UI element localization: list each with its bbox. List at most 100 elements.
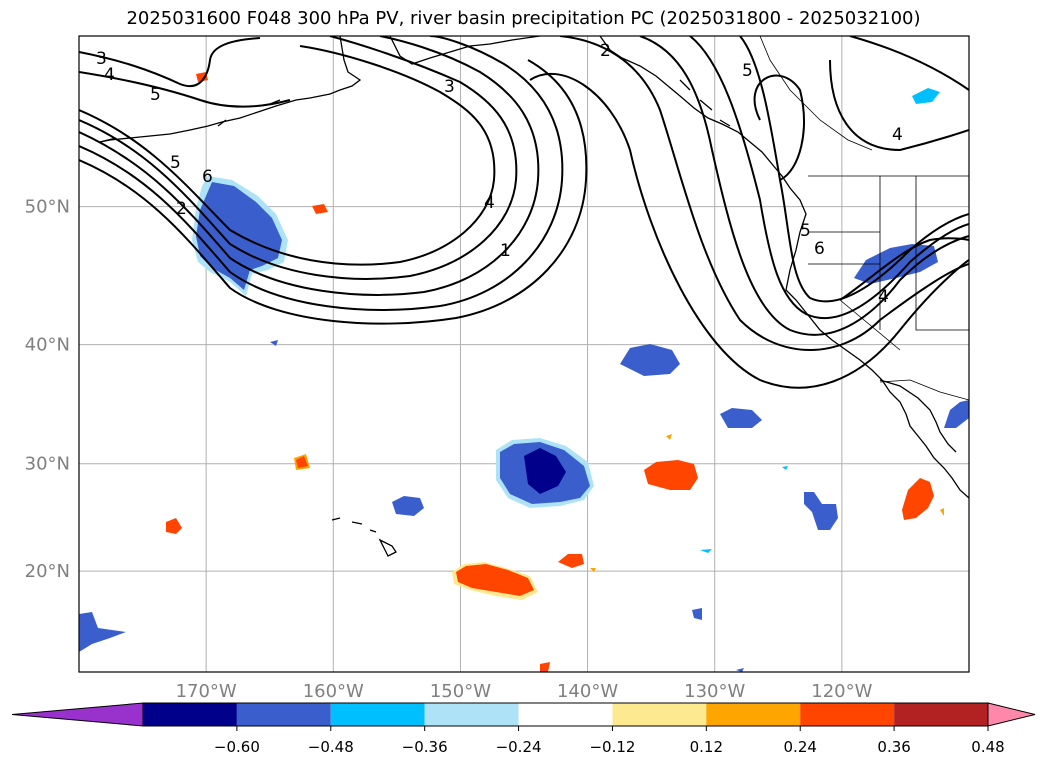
pv-contour [753,74,805,181]
lon-tick-label: 140°W [557,681,618,702]
colorbar-segment [612,703,707,726]
colorbar-tick-label: 0.12 [690,738,723,756]
precip-negative-area [620,344,680,376]
colorbar-tick-label: 0.48 [971,738,1004,756]
pv-contour [849,36,969,91]
map-title: 2025031600 F048 300 hPa PV, river basin … [126,8,921,29]
axis-tick-labels: 170°W 160°W 150°W 140°W 130°W 120°W 20°N 30°N 40… [25,197,873,702]
precip-positive-area [902,478,934,520]
border-states [808,176,969,351]
contour-label: 5 [742,61,753,81]
colorbar-extend-low [11,702,144,727]
precip-negative-area [736,668,744,672]
colorbar-tick-label: 0.36 [877,738,910,756]
lon-tick-label: 170°W [176,681,237,702]
pv-contour-labels: 3 4 5 5 6 2 1 4 3 2 5 4 5 6 4 [96,41,903,307]
map-frame [78,35,970,673]
contour-label: 5 [150,85,161,105]
pv-contour [79,71,291,108]
contour-label: 1 [500,241,511,261]
pv-contour [829,59,969,152]
pv-contour [639,36,969,336]
precip-positive-area [644,460,698,490]
contour-label: 2 [176,199,187,219]
contour-label: 2 [600,41,611,61]
contour-label: 6 [202,167,213,187]
contour-label: 3 [96,49,107,69]
hawaii-islands [331,517,397,557]
contour-label: 5 [170,153,181,173]
lon-tick-label: 120°W [811,681,872,702]
colorbar-tick-label: −0.48 [308,738,354,756]
colorbar-outline [142,702,989,727]
precip-positive-area [540,662,550,672]
colorbar-tick-label: −0.24 [496,738,542,756]
precip-positive-area [558,554,584,568]
colorbar-segment [143,703,237,726]
precip-positive-area [456,564,534,596]
pv-contour [529,72,969,389]
pv-contour [79,37,261,87]
precip-positive-area [590,568,596,572]
precip-positive-area [666,434,672,440]
colorbar-tick-label: −0.12 [589,738,635,756]
precip-positive-area [296,456,308,468]
precip-negative-area [79,612,126,652]
precip-negative-core [524,448,566,494]
precip-negative-area [804,492,838,530]
pv-contour [79,45,496,266]
contour-label: 4 [892,125,903,145]
contour-label: 5 [800,221,811,241]
colorbar-segment [424,703,519,726]
precip-negative-area [782,466,788,470]
colorbar-tick-label: 0.24 [784,738,817,756]
precip-negative-area [720,408,762,428]
pv-contour [79,59,588,325]
border-us-mexico [879,379,969,401]
precip-positive-area [196,72,208,82]
pv-contour [79,36,540,296]
precip-negative-area [270,340,278,346]
colorbar-segment [800,703,895,726]
precip-positive-area [166,518,182,534]
pv-contour [739,36,969,303]
pv-contours [79,36,969,389]
precip-negative-area [700,549,712,553]
political-borders [759,36,969,401]
lat-tick-label: 20°N [25,561,70,582]
pv-contour [79,36,518,280]
precip-positive-area [940,508,944,516]
colorbar-segment [330,703,425,726]
colorbar-segment [706,703,801,726]
precip-negative-area [912,88,940,104]
colorbar-tick-label: −0.60 [214,738,260,756]
precip-negative-area [692,608,702,620]
colorbar-segment [894,703,988,726]
colorbar: −0.60 −0.48 −0.36 −0.24 −0.12 0.12 0.24 0.36 0.4… [11,702,1036,756]
contour-label: 4 [484,193,495,213]
pv-contour [689,36,969,320]
pv-contour [79,36,564,311]
pv-contour [559,36,969,351]
pv-contour [839,237,969,301]
contour-label: 4 [878,287,889,307]
coastline-panhandle [599,36,969,499]
contour-label: 3 [444,77,455,97]
lat-tick-label: 50°N [25,197,70,218]
colorbar-segment [518,703,613,726]
lon-tick-label: 130°W [684,681,745,702]
colorbar-extend-high [987,702,1036,727]
coastline-islands [99,79,731,143]
colorbar-segment [236,703,331,726]
map-plot-area: 3 4 5 5 6 2 1 4 3 2 5 4 5 6 4 [79,36,969,672]
coastline-alaska [99,36,362,143]
border-alaska-canada [759,36,873,151]
coastlines [99,36,969,557]
lat-tick-label: 30°N [25,454,70,475]
colorbar-tick-label: −0.36 [402,738,448,756]
lat-tick-label: 40°N [25,335,70,356]
contour-label: 6 [814,239,825,259]
coastline-baja [879,379,957,453]
contour-label: 4 [104,65,115,85]
